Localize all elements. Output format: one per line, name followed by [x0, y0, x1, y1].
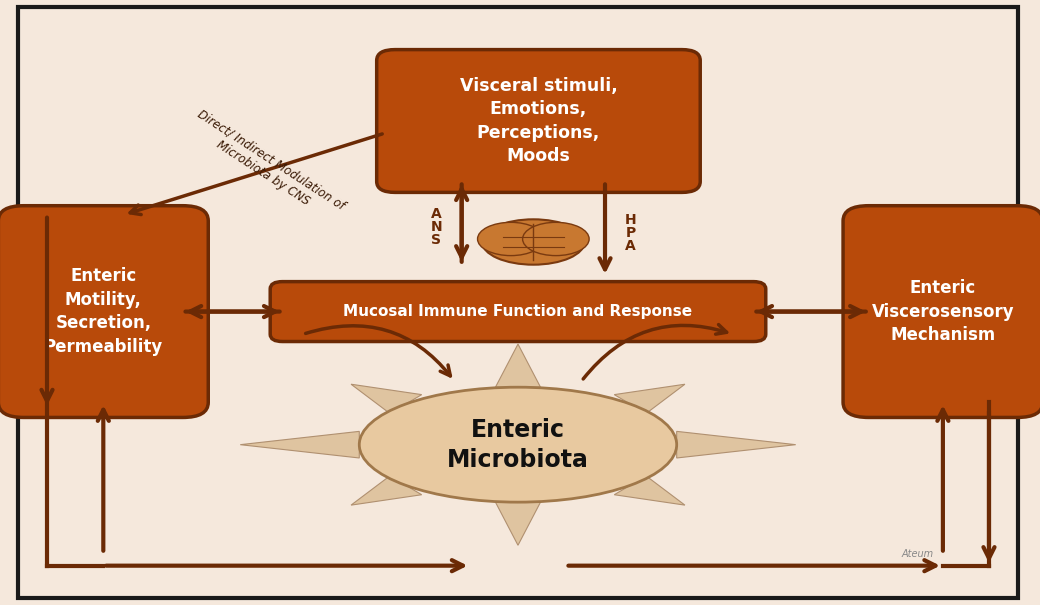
FancyBboxPatch shape — [19, 7, 1017, 598]
Polygon shape — [352, 476, 421, 505]
Text: Ateum: Ateum — [902, 549, 934, 558]
Polygon shape — [495, 344, 541, 387]
Text: Enteric
Viscerosensory
Mechanism: Enteric Viscerosensory Mechanism — [872, 279, 1014, 344]
Text: Direct/ Indirect Modulation of
Microbiota by CNS: Direct/ Indirect Modulation of Microbiot… — [187, 108, 347, 225]
Text: H
P
A: H P A — [625, 213, 636, 253]
Polygon shape — [495, 502, 541, 545]
Text: Mucosal Immune Function and Response: Mucosal Immune Function and Response — [343, 304, 693, 319]
Polygon shape — [615, 476, 685, 505]
Text: A
N
S: A N S — [431, 207, 442, 247]
Polygon shape — [352, 384, 421, 413]
Ellipse shape — [359, 387, 677, 502]
FancyBboxPatch shape — [376, 50, 700, 192]
Polygon shape — [677, 431, 796, 458]
FancyBboxPatch shape — [270, 282, 765, 341]
Ellipse shape — [483, 220, 584, 265]
Text: Enteric
Motility,
Secretion,
Permeability: Enteric Motility, Secretion, Permeabilit… — [44, 267, 163, 356]
Ellipse shape — [522, 223, 589, 255]
Text: Enteric
Microbiota: Enteric Microbiota — [447, 418, 589, 471]
FancyBboxPatch shape — [0, 206, 208, 417]
FancyBboxPatch shape — [843, 206, 1040, 417]
Polygon shape — [615, 384, 685, 413]
Ellipse shape — [477, 223, 544, 255]
Text: Visceral stimuli,
Emotions,
Perceptions,
Moods: Visceral stimuli, Emotions, Perceptions,… — [460, 77, 618, 165]
Polygon shape — [240, 431, 359, 458]
